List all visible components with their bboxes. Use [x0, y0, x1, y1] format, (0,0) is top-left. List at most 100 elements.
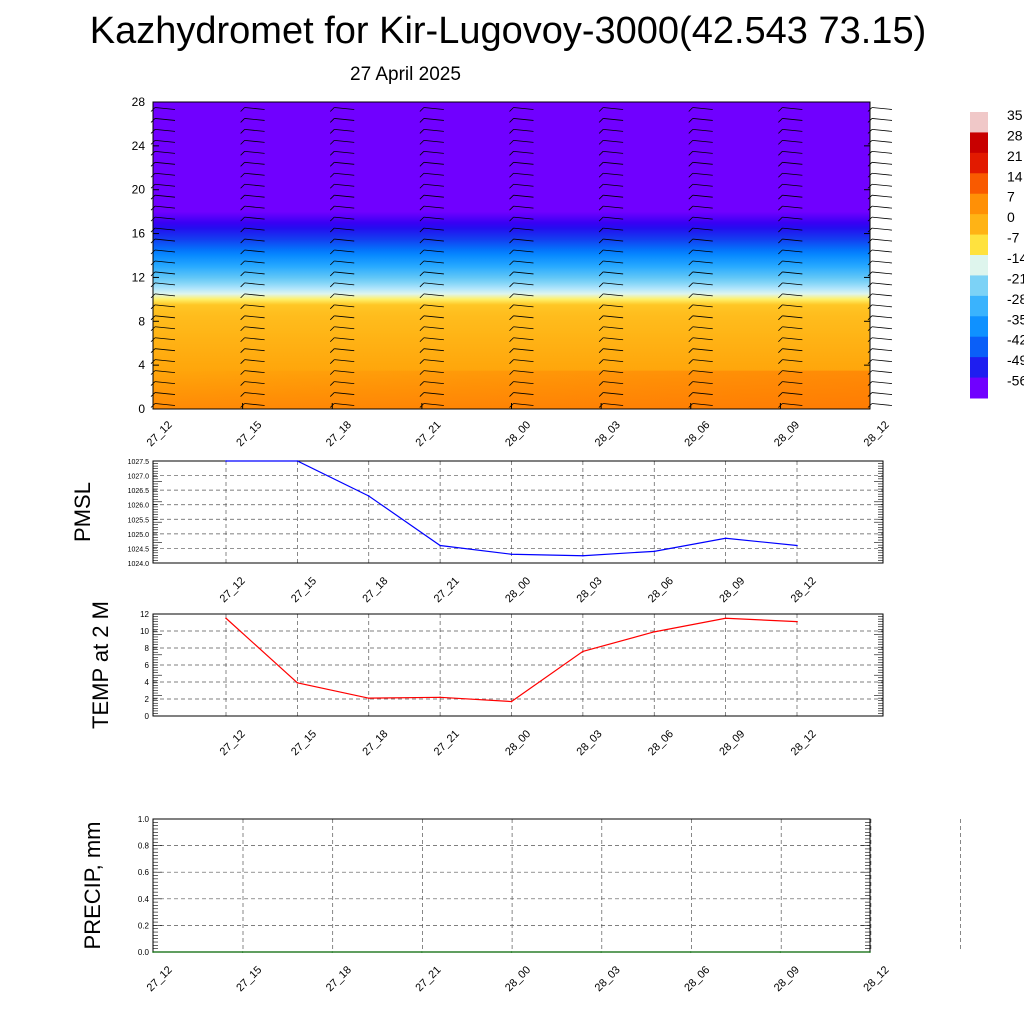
heatmap-xtick-label: 28_00	[503, 419, 533, 449]
wind-barb-flag	[782, 216, 803, 220]
wind-barb-flag	[871, 183, 893, 187]
wind-barb	[598, 151, 604, 156]
wind-barb	[240, 183, 245, 189]
wind-barb-flag	[692, 216, 713, 220]
temp2m-xtick-label: 27_18	[360, 728, 390, 758]
temp2m-point	[225, 617, 227, 620]
wind-barb-flag	[692, 315, 713, 319]
wind-barb-flag	[603, 249, 624, 253]
wind-barb	[329, 172, 335, 178]
wind-barb	[778, 216, 783, 222]
wind-barb-flag	[692, 249, 713, 253]
wind-barb-flag	[154, 129, 176, 132]
wind-barb	[598, 304, 604, 310]
colorbar-segment	[970, 173, 988, 195]
wind-barb	[419, 249, 425, 255]
wind-barb-flag	[871, 315, 893, 319]
wind-barb	[329, 238, 335, 244]
wind-barb	[329, 140, 335, 145]
heatmap-xtick-label: 27_12	[145, 419, 175, 449]
wind-barb-flag	[692, 150, 713, 154]
wind-barb-flag	[244, 337, 265, 341]
wind-barb-flag	[692, 348, 713, 352]
wind-barb-flag	[244, 293, 265, 297]
precip-xtick-label: 28_09	[772, 964, 802, 994]
wind-barb	[329, 271, 335, 277]
wind-barb-flag	[423, 249, 444, 253]
wind-barb	[688, 227, 694, 233]
chart-subtitle: 27 April 2025	[350, 64, 461, 85]
precip-xtick-label: 28_06	[682, 964, 712, 994]
wind-barb-flag	[154, 238, 176, 242]
precip-ytick-label: 0.0	[138, 948, 150, 957]
wind-barb	[509, 326, 514, 332]
wind-barb	[509, 172, 514, 178]
temp2m-xtick-label: 28_12	[789, 728, 819, 758]
wind-barb	[688, 216, 694, 222]
heatmap-ytick-label: 20	[132, 183, 146, 197]
colorbar-segment	[970, 357, 988, 379]
heatmap-ytick-label: 16	[132, 227, 146, 241]
wind-barb	[598, 118, 604, 123]
wind-barb	[419, 260, 425, 266]
wind-barb	[240, 172, 245, 178]
wind-barb	[688, 359, 694, 364]
wind-barb	[688, 183, 694, 189]
wind-barb-flag	[782, 150, 803, 154]
wind-barb	[688, 129, 694, 134]
wind-barb	[419, 151, 425, 156]
wind-barb-flag	[423, 194, 444, 198]
wind-barb	[329, 304, 335, 310]
wind-barb	[240, 282, 245, 288]
wind-barb	[688, 151, 694, 156]
heatmap-ytick-label: 28	[132, 95, 146, 109]
wind-barb-flag	[154, 359, 176, 363]
wind-barb-flag	[603, 271, 624, 275]
wind-barb-flag	[603, 260, 624, 264]
wind-barb	[419, 107, 425, 112]
wind-barb	[419, 392, 425, 397]
wind-barb-flag	[244, 194, 265, 198]
wind-barb-flag	[513, 260, 534, 264]
wind-barb	[329, 129, 335, 134]
colorbar-label: -49	[1007, 352, 1024, 368]
wind-barb	[240, 227, 245, 233]
wind-barb-flag	[603, 370, 624, 374]
temp2m-ytick-label: 0	[145, 712, 150, 721]
wind-barb-flag	[603, 381, 624, 384]
wind-barb-flag	[423, 183, 444, 187]
wind-barb-flag	[154, 326, 176, 330]
wind-barb-flag	[154, 107, 176, 110]
wind-barb-flag	[692, 227, 713, 231]
wind-barb-flag	[244, 161, 265, 165]
precip-xtick-label: 27_21	[413, 964, 443, 994]
wind-barb-flag	[692, 139, 713, 143]
colorbar-label: -42	[1007, 332, 1024, 348]
wind-barb	[509, 337, 514, 343]
wind-barb-flag	[782, 129, 803, 132]
wind-barb	[509, 315, 514, 321]
wind-barb-flag	[692, 403, 713, 406]
precip-ytick-label: 1.0	[138, 815, 150, 824]
wind-barb-flag	[154, 172, 176, 176]
wind-barb	[329, 381, 335, 386]
wind-barb	[778, 129, 783, 134]
pmsl-point	[367, 495, 370, 497]
wind-barb	[778, 172, 783, 178]
wind-barb-flag	[513, 205, 534, 209]
wind-barb	[509, 370, 514, 375]
wind-barb	[598, 381, 604, 386]
wind-barb-flag	[603, 227, 624, 231]
wind-barb-flag	[692, 161, 713, 165]
wind-barb-flag	[782, 194, 803, 198]
wind-barb	[509, 216, 514, 222]
wind-barb-flag	[871, 337, 893, 341]
wind-barb-flag	[334, 282, 355, 286]
wind-barb-flag	[244, 227, 265, 231]
wind-barb-flag	[603, 139, 624, 143]
wind-barb-flag	[871, 118, 893, 121]
wind-barb	[778, 151, 783, 156]
wind-barb-flag	[692, 282, 713, 286]
pmsl-frame	[152, 460, 884, 564]
wind-barb	[329, 392, 335, 397]
